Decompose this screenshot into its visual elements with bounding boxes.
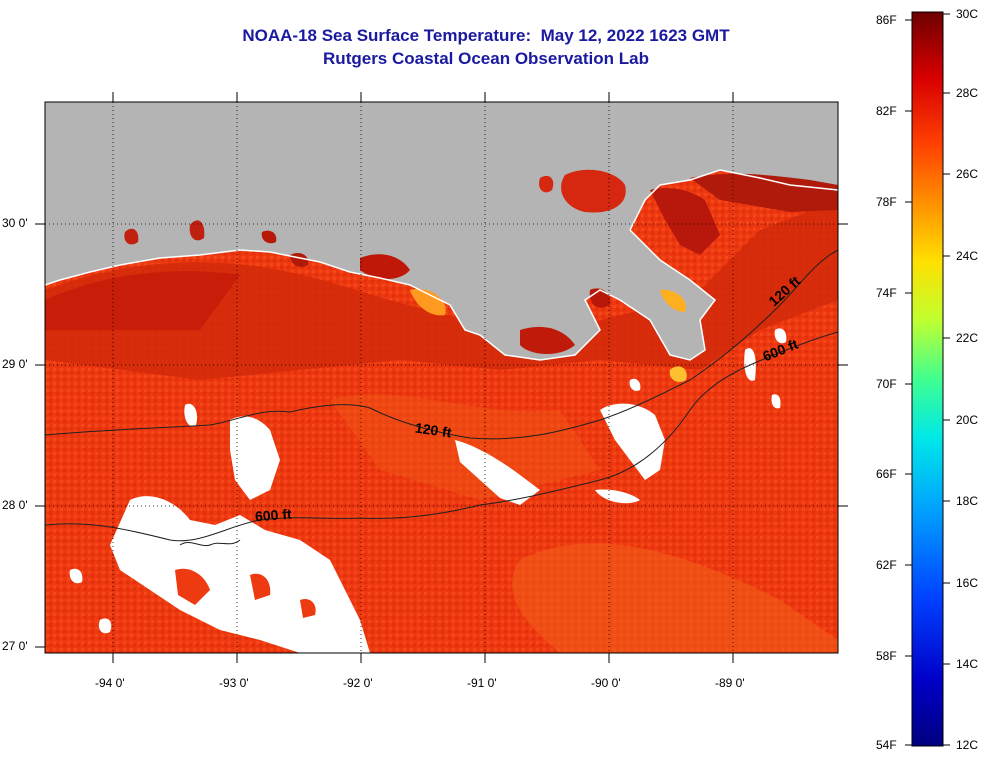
lat-label-29: 29 0'	[2, 357, 28, 371]
colorbar-f-label: 74F	[876, 286, 897, 300]
colorbar-ticks	[905, 13, 950, 746]
river-plume	[660, 289, 686, 312]
colorbar-f-label: 82F	[876, 104, 897, 118]
land-mass	[45, 102, 838, 360]
map-panel	[45, 102, 838, 653]
colorbar	[911, 11, 944, 747]
lon-label-89: -89 0'	[715, 676, 745, 690]
colorbar-c-label: 14C	[956, 657, 979, 671]
breton-sound	[650, 188, 720, 255]
colorbar-f-label: 58F	[876, 649, 897, 663]
colorbar-c-label: 18C	[956, 494, 979, 508]
colorbar-c-label: 24C	[956, 249, 979, 263]
colorbar-c-label: 22C	[956, 331, 979, 345]
title-line-1: NOAA-18 Sea Surface Temperature: May 12,…	[242, 26, 730, 45]
lake-pontchartrain	[561, 169, 626, 213]
colorbar-c-label: 30C	[956, 7, 979, 21]
map-frame	[44, 101, 839, 654]
lon-label-91: -91 0'	[467, 676, 497, 690]
colorbar-c-label: 26C	[956, 167, 979, 181]
colorbar-c-label: 28C	[956, 86, 979, 100]
lat-label-30: 30 0'	[2, 216, 28, 230]
mississippi-sound	[690, 173, 838, 212]
lon-label-92: -92 0'	[343, 676, 373, 690]
warm-coastal-water	[45, 200, 838, 380]
colorbar-c-label: 20C	[956, 413, 979, 427]
colorbar-f-label: 70F	[876, 377, 897, 391]
lat-label-28: 28 0'	[2, 498, 28, 512]
lat-label-27: 27 0'	[2, 639, 28, 653]
colorbar-f-label: 86F	[876, 13, 897, 27]
colorbar-c-label: 12C	[956, 738, 979, 752]
colorbar-f-label: 78F	[876, 195, 897, 209]
colorbar-c-label: 16C	[956, 576, 979, 590]
title-line-2: Rutgers Coastal Ocean Observation Lab	[323, 49, 649, 68]
ticks	[35, 92, 848, 663]
atchafalaya-plume	[410, 289, 446, 316]
cool-eddy	[512, 543, 838, 653]
lon-label-93: -93 0'	[219, 676, 249, 690]
contour-label-600ft-west: 600 ft	[254, 505, 293, 525]
colorbar-f-label: 54F	[876, 738, 897, 752]
contour-120ft	[45, 249, 838, 440]
colorbar-f-label: 62F	[876, 558, 897, 572]
contour-600ft	[45, 331, 838, 542]
colorbar-f-label: 66F	[876, 467, 897, 481]
graticule	[45, 102, 838, 653]
lon-label-94: -94 0'	[95, 676, 125, 690]
lon-label-90: -90 0'	[591, 676, 621, 690]
